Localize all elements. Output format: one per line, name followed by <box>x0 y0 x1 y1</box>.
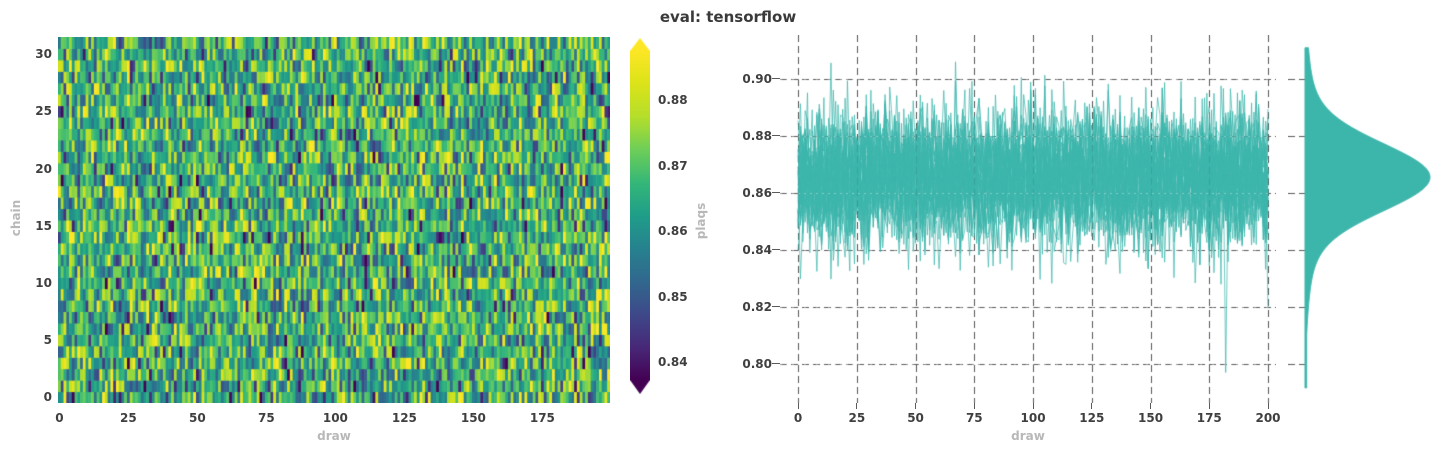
trace-y-tick-label: 0.90 <box>742 71 772 86</box>
axis-tick-mark <box>772 249 780 251</box>
trace-xlabel: draw <box>1011 429 1045 443</box>
heatmap-x-tick-label: 150 <box>460 411 486 425</box>
trace-x-tick-label: 75 <box>965 411 983 425</box>
axis-tick-mark <box>797 403 799 409</box>
trace-y-tick-label: 0.88 <box>742 128 772 143</box>
heatmap-y-tick-label: 0 <box>43 390 52 405</box>
colorbar-tick-label: 0.86 <box>658 224 688 239</box>
heatmap-x-tick-label: 175 <box>529 411 555 425</box>
colorbar-tick-label: 0.84 <box>658 355 688 370</box>
trace-x-tick-label: 50 <box>907 411 924 425</box>
heatmap-xlabel: draw <box>317 429 351 443</box>
trace-x-tick-label: 125 <box>1079 411 1105 425</box>
axis-tick-mark <box>772 192 780 194</box>
axis-tick-mark <box>1267 403 1269 409</box>
heatmap-x-tick-label: 75 <box>258 411 275 425</box>
axis-tick-mark <box>1150 403 1152 409</box>
trace-y-tick-label: 0.84 <box>742 242 772 257</box>
trace-x-tick-label: 175 <box>1196 411 1222 425</box>
heatmap-y-tick-label: 15 <box>35 218 52 233</box>
axis-tick-mark <box>772 78 780 80</box>
trace-y-tick-label: 0.80 <box>742 356 772 371</box>
trace-x-tick-label: 100 <box>1020 411 1046 425</box>
axis-tick-mark <box>772 306 780 308</box>
heatmap-ylabel: chain <box>9 199 23 237</box>
heatmap-x-tick-label: 50 <box>189 411 206 425</box>
heatmap-y-tick-label: 5 <box>43 333 52 348</box>
heatmap-canvas <box>58 37 610 403</box>
heatmap-y-tick-label: 25 <box>35 104 52 119</box>
colorbar-label: plaqs <box>694 202 708 240</box>
heatmap-y-tick-label: 10 <box>35 275 52 290</box>
axis-tick-mark <box>1091 403 1093 409</box>
trace-canvas <box>780 35 1276 403</box>
density-canvas <box>1288 35 1444 403</box>
axis-tick-mark <box>973 403 975 409</box>
axis-tick-mark <box>772 135 780 137</box>
colorbar-tick-label: 0.87 <box>658 158 688 173</box>
heatmap-x-tick-label: 25 <box>120 411 137 425</box>
trace-x-tick-label: 25 <box>848 411 866 425</box>
heatmap-y-tick-label: 30 <box>35 47 52 62</box>
heatmap-x-tick-label: 0 <box>55 411 64 425</box>
trace-x-tick-label: 200 <box>1255 411 1281 425</box>
axis-tick-mark <box>915 403 917 409</box>
figure-title: eval: tensorflow <box>659 8 797 26</box>
heatmap-x-tick-label: 125 <box>391 411 417 425</box>
axis-tick-mark <box>856 403 858 409</box>
axis-tick-mark <box>772 363 780 365</box>
heatmap-y-tick-label: 20 <box>35 161 52 176</box>
trace-x-tick-label: 0 <box>793 411 803 425</box>
trace-y-tick-label: 0.86 <box>742 185 772 200</box>
trace-y-tick-label: 0.82 <box>742 299 772 314</box>
colorbar-tick-label: 0.88 <box>658 93 688 108</box>
axis-tick-mark <box>1032 403 1034 409</box>
trace-x-tick-label: 150 <box>1138 411 1164 425</box>
colorbar-canvas <box>630 38 650 394</box>
colorbar-tick-label: 0.85 <box>658 289 688 304</box>
heatmap-x-tick-label: 100 <box>322 411 348 425</box>
axis-tick-mark <box>1208 403 1210 409</box>
